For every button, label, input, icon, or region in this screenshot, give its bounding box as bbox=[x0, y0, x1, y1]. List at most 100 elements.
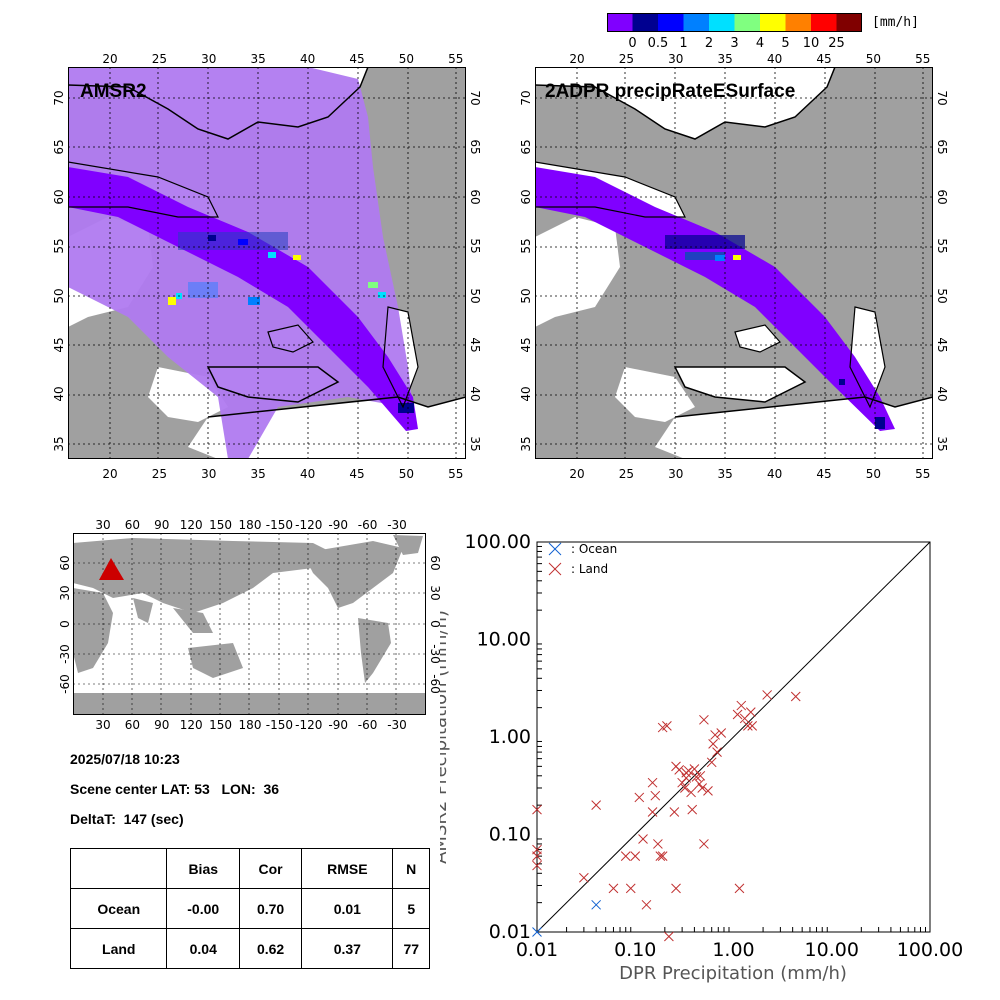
scatter-point bbox=[734, 883, 745, 894]
axis-tick-label: 150 bbox=[209, 718, 233, 732]
axis-tick-label: 60 bbox=[52, 189, 66, 205]
scene-center: Scene center LAT: 53 LON: 36 bbox=[70, 781, 280, 797]
stats-cell: 0.70 bbox=[238, 888, 303, 929]
axis-tick-label: -60 bbox=[357, 718, 378, 732]
axis-tick-label: 25 bbox=[618, 52, 635, 66]
axis-tick-label: 20 bbox=[102, 52, 118, 66]
scatter-point bbox=[699, 714, 709, 725]
axis-tick-label: 35 bbox=[717, 467, 733, 481]
scatter-point bbox=[641, 899, 652, 910]
axis-tick-label: -120 bbox=[295, 718, 323, 732]
scatter-plot-frame bbox=[536, 541, 931, 933]
axis-tick-label: 60 bbox=[58, 555, 72, 571]
axis-tick-label: 40 bbox=[935, 386, 949, 403]
scatter-point bbox=[745, 707, 756, 717]
axis-tick-label: 55 bbox=[52, 238, 66, 254]
colorbar-tick-label: 10 bbox=[802, 36, 820, 51]
axis-tick-label: 35 bbox=[52, 436, 66, 452]
axis-tick-label: 45 bbox=[935, 337, 949, 353]
colorbar-swatch bbox=[607, 13, 633, 32]
scatter-point bbox=[625, 883, 636, 894]
axis-tick-label: 120 bbox=[179, 718, 203, 732]
axis-tick-label: 65 bbox=[52, 139, 66, 156]
axis-tick-label: 45 bbox=[519, 337, 533, 353]
axis-tick-label: 65 bbox=[519, 139, 533, 156]
map-title-dpr: 2ADPR precipRateESurface bbox=[545, 81, 796, 102]
scatter-point bbox=[689, 764, 700, 774]
axis-tick-label: 55 bbox=[519, 238, 533, 254]
colorbar-swatch bbox=[836, 13, 863, 32]
axis-tick-label: 60 bbox=[124, 518, 141, 532]
scatter-point bbox=[762, 690, 772, 700]
scatter-point bbox=[686, 787, 696, 798]
scatter-point bbox=[697, 783, 708, 793]
axis-tick-label: 45 bbox=[816, 467, 832, 481]
colorbar bbox=[607, 13, 863, 32]
scatter-point bbox=[647, 807, 658, 817]
scatter-point bbox=[712, 747, 722, 757]
axis-tick-label: 25 bbox=[618, 467, 635, 481]
axis-tick-label: 20 bbox=[102, 467, 118, 481]
legend-label: : Ocean bbox=[571, 542, 617, 556]
axis-tick-label: -120 bbox=[295, 518, 323, 532]
scatter-point bbox=[708, 739, 718, 749]
axis-tick-label: 60 bbox=[468, 189, 482, 205]
scatter-point bbox=[647, 777, 658, 788]
stats-header-cell: Bias bbox=[166, 848, 240, 889]
axis-tick-label: 30 bbox=[668, 52, 684, 66]
scene-datetime: 2025/07/18 10:23 bbox=[70, 751, 180, 767]
axis-tick-label: 50 bbox=[519, 287, 533, 304]
axis-tick-label: 70 bbox=[519, 90, 533, 106]
scatter-point bbox=[532, 860, 542, 871]
axis-tick-label: 35 bbox=[468, 436, 482, 452]
legend-label: : Land bbox=[571, 562, 608, 576]
scatter-point bbox=[681, 773, 692, 783]
colorbar-swatch bbox=[734, 13, 761, 32]
axis-tick-label: -60 bbox=[58, 674, 72, 694]
axis-tick-label: 40 bbox=[766, 52, 783, 66]
axis-tick-label: 20 bbox=[569, 52, 585, 66]
scatter-point bbox=[591, 800, 602, 811]
axis-tick-label: 180 bbox=[238, 718, 262, 732]
stats-cell: 0.01 bbox=[301, 888, 394, 929]
y-tick-label: 100.00 bbox=[465, 531, 531, 553]
one-to-one-line bbox=[536, 541, 931, 933]
scatter-point bbox=[736, 700, 747, 711]
colorbar-swatch bbox=[785, 13, 812, 32]
x-tick-label: 10.00 bbox=[805, 939, 859, 961]
axis-tick-label: 50 bbox=[865, 52, 882, 66]
scatter-point bbox=[591, 899, 602, 910]
axis-tick-label: 0 bbox=[58, 619, 72, 628]
scatter-plot: 0.010.01 0.10 0.10 1.00 1.00 10.00 10.00 100.00… bbox=[440, 531, 963, 984]
scatter-point bbox=[630, 851, 641, 861]
axis-tick-label: 50 bbox=[398, 52, 415, 66]
axis-tick-label: 65 bbox=[468, 139, 482, 156]
scatter-point bbox=[747, 721, 758, 731]
scatter-point bbox=[699, 839, 709, 849]
axis-tick-label: 60 bbox=[124, 718, 141, 732]
axis-tick-label: 45 bbox=[468, 337, 482, 353]
stats-cell: Land bbox=[69, 928, 168, 969]
stats-header-cell: N bbox=[392, 848, 430, 889]
scatter-point bbox=[579, 872, 589, 883]
world-lat-ticks-left: 60 30 0 -30 -60 bbox=[58, 533, 72, 715]
axis-tick-label: 180 bbox=[238, 518, 262, 532]
axis-tick-label: 45 bbox=[52, 337, 66, 353]
x-tick-label: 0.01 bbox=[516, 939, 558, 961]
scatter-point bbox=[655, 851, 666, 861]
axis-tick-label: 90 bbox=[154, 718, 170, 732]
left-map-lat-ticks-right: 70 65 60 55 50 45 40 35 bbox=[468, 67, 482, 459]
scatter-point bbox=[657, 851, 668, 861]
left-map-lat-ticks-left: 70 65 60 55 50 45 40 35 bbox=[52, 67, 66, 459]
axis-tick-label: 30 bbox=[668, 467, 684, 481]
scatter-point bbox=[732, 709, 743, 720]
legend-marker bbox=[548, 562, 562, 576]
axis-tick-label: 50 bbox=[865, 467, 882, 481]
x-tick-label: 100.00 bbox=[897, 939, 963, 961]
scatter-point bbox=[683, 765, 694, 776]
axis-tick-label: 70 bbox=[935, 90, 949, 106]
scatter-point bbox=[620, 851, 631, 861]
right-map-lat-ticks-left: 70 65 60 55 50 45 40 35 bbox=[519, 67, 533, 459]
dpr-map bbox=[534, 66, 934, 459]
axis-tick-label: 45 bbox=[349, 52, 365, 66]
